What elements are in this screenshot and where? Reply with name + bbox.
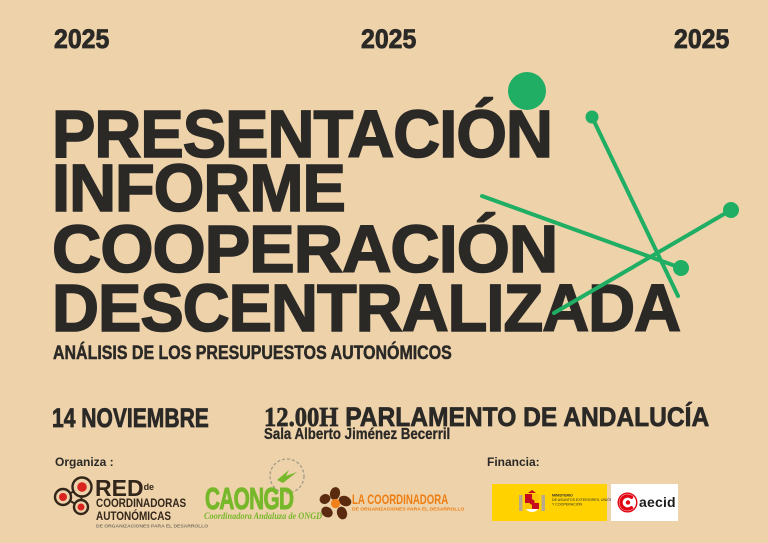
ministerio-logo: MINISTERIO DE ASUNTOS EXTERIORES, UNIÓN … — [492, 484, 631, 521]
decor-dot-icon — [585, 110, 599, 124]
title-line-2: INFORME — [51, 151, 346, 226]
ministerio-line2: DE ASUNTOS EXTERIORES, UNIÓN EUROPEA — [552, 497, 631, 502]
year-left: 2025 — [54, 24, 110, 54]
event-time: 12.00H — [264, 402, 339, 432]
decor-line-icon — [590, 115, 680, 298]
title-line-3: COOPERACIÓN — [51, 212, 559, 287]
caongd-logo-acronym: CAONGD — [205, 481, 295, 516]
caongd-logo-script: Coordinadora Andaluza de ONGD — [204, 511, 323, 521]
ministerio-line3: Y COOPERACIÓN — [552, 502, 583, 507]
red-logo-name: REDde — [95, 477, 154, 500]
event-date: 14 NOVIEMBRE — [52, 403, 209, 433]
red-logo-tagline: DE ORGANIZACIONES PARA EL DESARROLLO — [96, 523, 209, 529]
aecid-logo: aecid — [611, 484, 678, 521]
event-place: PARLAMENTO DE ANDALUCÍA — [345, 402, 710, 432]
year-right: 2025 — [674, 24, 730, 54]
coordinadora-logo-tagline: DE ORGANIZACIONES PARA EL DESARROLLO — [352, 506, 465, 512]
aecid-mark-icon — [617, 492, 638, 513]
spain-coat-of-arms-icon — [519, 490, 545, 512]
red-network-icon — [53, 476, 93, 516]
ministerio-logo-text: MINISTERIO DE ASUNTOS EXTERIORES, UNIÓN … — [552, 493, 631, 507]
event-room: Sala Alberto Jiménez Becerril — [264, 426, 451, 443]
caongd-stamp-icon — [269, 458, 305, 494]
title-line-1: PRESENTACIÓN — [51, 97, 553, 172]
decor-dot-icon — [723, 202, 739, 218]
coordinadora-flower-icon — [319, 487, 352, 520]
ministerio-line1: MINISTERIO — [552, 493, 573, 498]
red-logo-line2: AUTONÓMICAS — [96, 509, 172, 523]
title-line-4: DESCENTRALIZADA — [51, 271, 682, 346]
year-center: 2025 — [361, 24, 417, 54]
event-time-place: 12.00H PARLAMENTO DE ANDALUCÍA — [264, 402, 710, 432]
coordinadora-logo-name: LA COORDINADORA — [352, 491, 449, 507]
aecid-logo-name: aecid — [639, 494, 676, 510]
red-logo-line1: COORDINADORAS — [96, 496, 187, 510]
red-logo-acronym: RED — [95, 475, 144, 501]
financia-label: Financia: — [487, 455, 540, 469]
organiza-label: Organiza : — [55, 455, 114, 469]
subtitle: ANÁLISIS DE LOS PRESUPUESTOS AUTONÓMICOS — [53, 343, 452, 364]
red-logo-de: de — [143, 482, 155, 492]
